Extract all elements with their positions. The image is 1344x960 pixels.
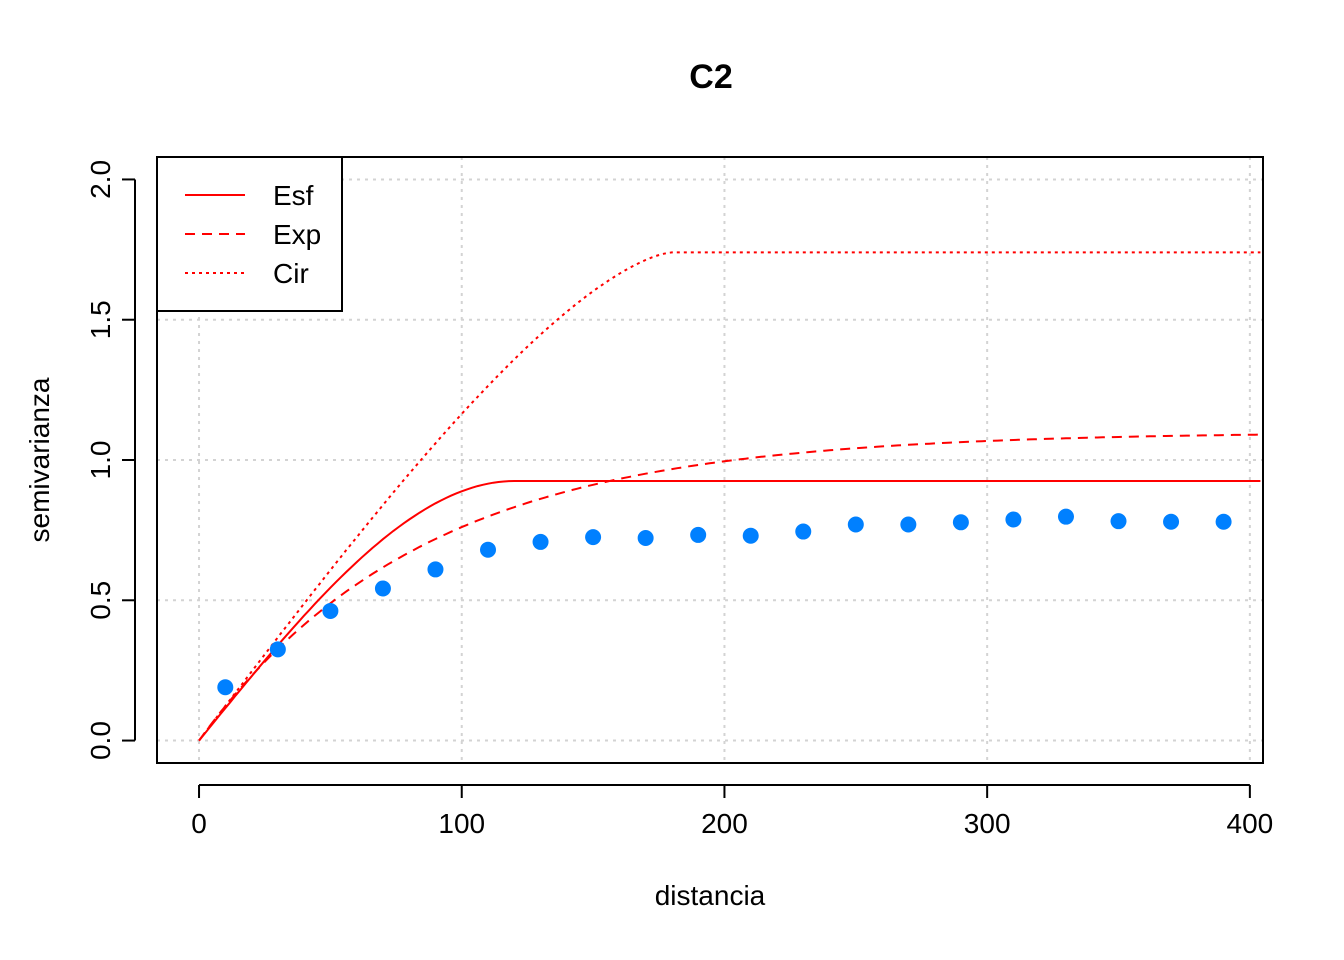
chart-title: C2: [689, 58, 733, 96]
data-point: [847, 516, 864, 533]
data-point: [480, 541, 497, 558]
x-tick-label: 300: [964, 808, 1011, 839]
data-point: [637, 529, 654, 546]
data-point: [532, 533, 549, 550]
x-tick-label: 100: [438, 808, 485, 839]
plot-frame: [156, 156, 1264, 764]
x-axis-label: distancia: [654, 880, 766, 911]
data-point: [322, 602, 339, 619]
data-point: [374, 580, 391, 597]
y-tick-label: 0.0: [85, 721, 116, 760]
legend-label-esf: Esf: [273, 180, 314, 211]
legend: Esf Exp Cir: [156, 156, 343, 312]
data-point: [742, 527, 759, 544]
data-point: [795, 523, 812, 540]
series-line-cir: [198, 251, 1261, 742]
legend-label-exp: Exp: [273, 219, 321, 250]
series-line-exp: [198, 433, 1261, 742]
data-point: [952, 514, 969, 531]
data-point: [1110, 513, 1127, 530]
data-point: [217, 679, 234, 696]
data-point: [269, 641, 286, 658]
x-tick-label: 400: [1227, 808, 1274, 839]
data-point: [427, 561, 444, 578]
y-axis-label: semivarianza: [24, 377, 55, 543]
data-point: [1215, 513, 1232, 530]
legend-label-cir: Cir: [273, 258, 309, 289]
x-tick-label: 0: [191, 808, 207, 839]
x-tick-label: 200: [701, 808, 748, 839]
data-point: [1057, 508, 1074, 525]
y-tick-label: 1.5: [85, 300, 116, 339]
data-point: [1005, 511, 1022, 528]
data-point: [1163, 513, 1180, 530]
data-point: [585, 529, 602, 546]
y-tick-label: 1.0: [85, 441, 116, 480]
data-point: [900, 516, 917, 533]
data-point: [690, 526, 707, 543]
series-line-esf: [198, 480, 1261, 742]
y-tick-label: 0.5: [85, 581, 116, 620]
y-tick-label: 2.0: [85, 160, 116, 199]
